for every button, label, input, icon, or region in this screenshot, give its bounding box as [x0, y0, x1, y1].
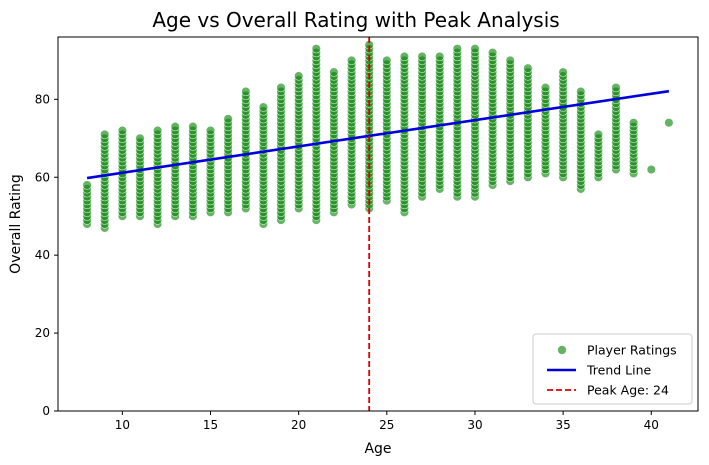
data-point: [188, 122, 198, 132]
data-point: [382, 55, 392, 65]
chart-lines: [86, 37, 670, 411]
trend-line: [86, 89, 670, 180]
y-tick-label: 0: [42, 404, 50, 418]
y-tick-label: 20: [35, 326, 50, 340]
data-point: [488, 48, 498, 58]
x-tick-label: 15: [203, 418, 218, 432]
chart-title: Age vs Overall Rating with Peak Analysis: [152, 8, 559, 32]
data-point: [294, 71, 304, 81]
data-point: [329, 67, 339, 77]
data-point: [611, 83, 621, 93]
legend-label-peak: Peak Age: 24: [587, 383, 669, 398]
data-point: [82, 180, 92, 190]
legend-marker-points: [557, 345, 567, 355]
legend-box: [532, 333, 693, 405]
data-point: [170, 122, 180, 132]
data-point: [452, 44, 462, 54]
x-tick-label: 25: [379, 418, 394, 432]
data-point: [435, 51, 445, 62]
x-tick-label: 30: [467, 418, 482, 432]
data-point: [276, 83, 286, 93]
data-point: [117, 125, 127, 136]
legend-label-trend: Trend Line: [586, 363, 652, 378]
data-point: [470, 44, 480, 54]
data-point: [593, 129, 603, 139]
y-tick-label: 60: [35, 170, 50, 184]
data-point: [205, 125, 216, 136]
data-point: [523, 63, 533, 73]
data-point: [100, 129, 110, 139]
data-point: [417, 51, 427, 62]
data-point: [258, 102, 268, 112]
y-axis-ticks: 0 20 40 60 80: [35, 92, 58, 418]
data-point: [646, 164, 656, 175]
data-point: [399, 51, 409, 62]
data-point: [505, 55, 515, 65]
y-axis-label: Overall Rating: [8, 174, 24, 274]
data-point: [241, 86, 251, 97]
data-point: [664, 118, 674, 128]
data-point: [540, 83, 551, 93]
legend-label-points: Player Ratings: [587, 343, 677, 358]
legend: Player Ratings Trend Line Peak Age: 24: [532, 333, 693, 405]
plot-frame: [57, 36, 699, 412]
x-tick-label: 20: [291, 418, 306, 432]
y-tick-label: 80: [35, 92, 50, 106]
data-point: [135, 133, 145, 143]
data-point: [558, 67, 568, 77]
data-point: [153, 125, 163, 136]
x-axis-ticks: 10 15 20 25 30 35 40: [115, 411, 659, 432]
data-point: [576, 86, 586, 97]
x-tick-label: 40: [644, 418, 659, 432]
x-axis-label: Age: [364, 441, 391, 457]
x-tick-label: 35: [555, 418, 570, 432]
data-point: [347, 55, 357, 65]
y-tick-label: 40: [35, 248, 50, 262]
data-point: [629, 118, 639, 128]
x-tick-label: 10: [115, 418, 130, 432]
data-point: [311, 44, 321, 54]
scatter-points: [82, 40, 674, 233]
data-point: [223, 114, 233, 124]
